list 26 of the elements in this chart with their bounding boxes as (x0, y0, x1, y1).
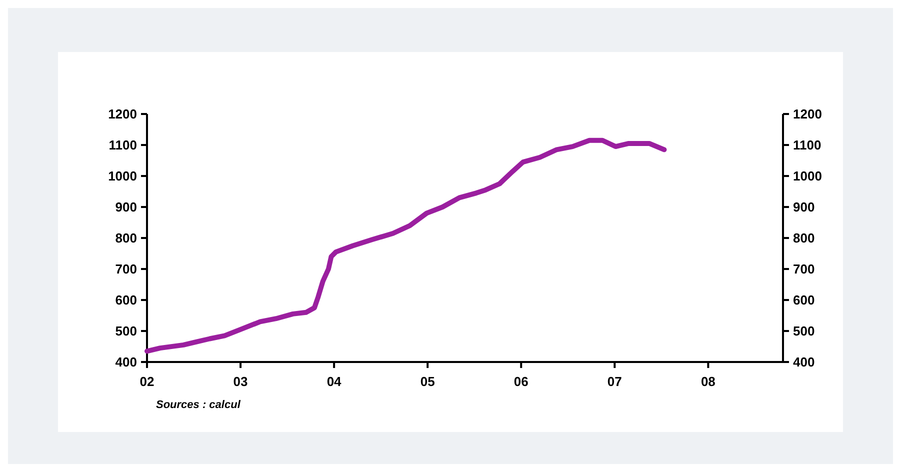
x-tick-label: 04 (326, 374, 342, 389)
x-tick-label: 08 (700, 374, 716, 389)
y-tick-label: 600 (115, 292, 137, 308)
y-tick-label: 700 (115, 262, 137, 277)
y-tick-label: 800 (115, 230, 137, 246)
y2-tick-label: 900 (793, 200, 815, 215)
y-tick-label: 400 (115, 354, 137, 370)
y2-tick-label: 1100 (793, 138, 822, 153)
y-tick-label: 1000 (108, 168, 137, 184)
y2-tick-label: 400 (793, 354, 815, 370)
y2-tick-label: 500 (793, 324, 815, 339)
x-tick-label: 02 (140, 374, 154, 389)
y2-tick-label: 700 (793, 262, 815, 277)
y-tick-label: 500 (115, 324, 137, 339)
y-tick-label: 1200 (108, 106, 137, 122)
y-tick-label: 900 (115, 200, 137, 215)
y2-tick-label: 600 (793, 292, 815, 308)
x-tick-label: 07 (607, 374, 622, 389)
x-tick-label: 03 (233, 374, 248, 389)
y-tick-label: 1100 (108, 138, 137, 153)
source-note: Sources : calcul (156, 399, 242, 411)
x-tick-label: 06 (514, 374, 528, 389)
y2-tick-label: 800 (793, 230, 815, 246)
y2-tick-label: 1000 (793, 168, 822, 184)
x-tick-label: 05 (420, 374, 435, 389)
y2-tick-label: 1200 (793, 106, 822, 122)
